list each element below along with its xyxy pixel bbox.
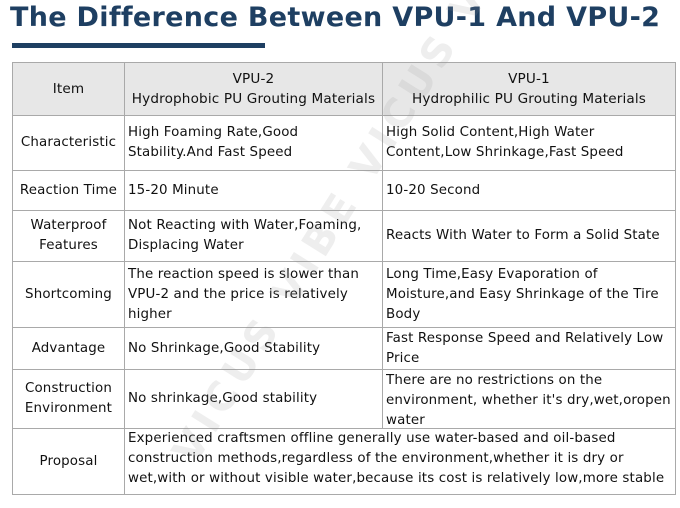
row-vpu1-value: There are no restrictions on the environ… [382, 369, 676, 429]
comparison-table: Item VPU-2 Hydrophobic PU Grouting Mater… [12, 62, 676, 495]
table-row: Shortcoming The reaction speed is slower… [12, 261, 676, 328]
title-underline [12, 43, 265, 48]
header-vpu1-desc: Hydrophilic PU Grouting Materials [411, 91, 647, 107]
row-item: Proposal [12, 428, 125, 495]
row-item: Construction Environment [12, 369, 125, 429]
row-vpu2-value: High Foaming Rate,Good Stability.And Fas… [124, 115, 383, 171]
row-item: Shortcoming [12, 261, 125, 328]
row-item: Waterproof Features [12, 210, 125, 262]
header-vpu2: VPU-2 Hydrophobic PU Grouting Materials [124, 62, 383, 116]
row-vpu1-value: Long Time,Easy Evaporation of Moisture,a… [382, 261, 676, 328]
row-vpu1-value: High Solid Content,High Water Content,Lo… [382, 115, 676, 171]
table-row: Advantage No Shrinkage,Good Stability Fa… [12, 327, 676, 370]
row-vpu2-value: No shrinkage,Good stability [124, 369, 383, 429]
row-item: Reaction Time [12, 170, 125, 211]
table-row: Reaction Time 15-20 Minute 10-20 Second [12, 170, 676, 211]
row-vpu2-value: Not Reacting with Water,Foaming, Displac… [124, 210, 383, 262]
row-vpu1-text: There are no restrictions on the environ… [386, 373, 671, 427]
row-item: Characteristic [12, 115, 125, 171]
header-vpu1-name: VPU-1 [508, 71, 550, 87]
row-vpu1-value: Fast Response Speed and Relatively Low P… [382, 327, 676, 370]
row-item: Advantage [12, 327, 125, 370]
row-vpu2-value: 15-20 Minute [124, 170, 383, 211]
table-row: Proposal Experienced craftsmen offline g… [12, 428, 676, 495]
header-vpu2-desc: Hydrophobic PU Grouting Materials [131, 91, 376, 107]
header-vpu2-name: VPU-2 [232, 71, 275, 87]
table-row: Characteristic High Foaming Rate,Good St… [12, 115, 676, 171]
header-item: Item [12, 62, 125, 116]
header-vpu1: VPU-1 Hydrophilic PU Grouting Materials [382, 62, 676, 116]
proposal-value: Experienced craftsmen offline generally … [124, 428, 676, 495]
row-vpu2-value: No Shrinkage,Good Stability [124, 327, 383, 370]
row-vpu1-value: Reacts With Water to Form a Solid State [382, 210, 676, 262]
proposal-text: Experienced craftsmen offline generally … [128, 431, 665, 492]
table-row: Waterproof Features Not Reacting with Wa… [12, 210, 676, 262]
page-title: The Difference Between VPU-1 And VPU-2 [10, 2, 661, 33]
row-vpu2-value: The reaction speed is slower than VPU-2 … [124, 261, 383, 328]
table-header-row: Item VPU-2 Hydrophobic PU Grouting Mater… [12, 62, 676, 116]
row-vpu1-value: 10-20 Second [382, 170, 676, 211]
table-row: Construction Environment No shrinkage,Go… [12, 369, 676, 429]
